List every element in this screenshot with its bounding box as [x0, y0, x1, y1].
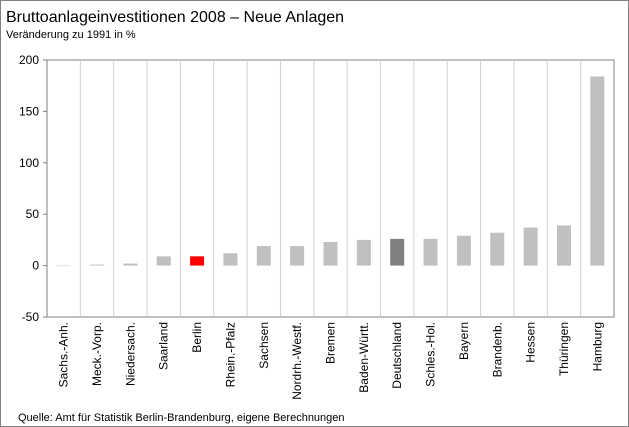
- y-tick-label: 150: [19, 104, 39, 118]
- x-tick-label: Hamburg: [590, 322, 604, 371]
- y-tick-label: 50: [26, 207, 40, 221]
- x-tick-label: Meck.-Vorp.: [90, 322, 104, 386]
- x-tick-label: Nordrh.-Westf.: [290, 322, 304, 400]
- bar: [423, 238, 438, 266]
- bar: [290, 246, 305, 266]
- x-tick-label: Rhein.-Pfalz: [223, 322, 237, 387]
- x-tick-label: Sachs.-Anh.: [57, 322, 71, 387]
- bar: [490, 232, 505, 266]
- y-tick-label: -50: [22, 310, 40, 324]
- bar: [356, 239, 371, 266]
- source-note: Quelle: Amt für Statistik Berlin-Branden…: [18, 412, 345, 424]
- x-tick-label: Bayern: [457, 322, 471, 360]
- x-tick-label: Sachsen: [257, 322, 271, 369]
- x-tick-label: Bremen: [324, 322, 338, 364]
- x-tick-label: Niedersach.: [123, 322, 137, 386]
- x-tick-label: Baden-Württ.: [357, 322, 371, 393]
- plot-area: [46, 59, 615, 318]
- bar: [456, 235, 471, 266]
- bar: [590, 76, 605, 266]
- y-tick-label: 0: [32, 259, 39, 273]
- bar: [390, 238, 405, 266]
- x-tick-label: Thüringen: [557, 322, 571, 376]
- x-tick-label: Deutschland: [390, 322, 404, 389]
- bar: [90, 264, 105, 266]
- bar: [56, 265, 71, 267]
- chart-title: Bruttoanlageinvestitionen 2008 – Neue An…: [6, 9, 344, 26]
- x-tick-label: Hessen: [524, 322, 538, 363]
- bar: [523, 227, 538, 266]
- bar: [256, 246, 271, 266]
- bar: [190, 256, 205, 266]
- x-tick-label: Schles.-Hol.: [424, 322, 438, 387]
- bar: [156, 256, 171, 266]
- bar: [556, 225, 571, 266]
- bar: [323, 241, 338, 266]
- bar: [123, 263, 138, 266]
- x-tick-label: Brandenb.: [490, 322, 504, 377]
- chart-subtitle: Veränderung zu 1991 in %: [6, 29, 136, 41]
- y-tick-label: 200: [19, 53, 39, 67]
- y-tick-label: 100: [19, 156, 39, 170]
- bar: [223, 253, 238, 266]
- x-tick-label: Saarland: [157, 322, 171, 370]
- x-tick-label: Berlin: [190, 322, 204, 353]
